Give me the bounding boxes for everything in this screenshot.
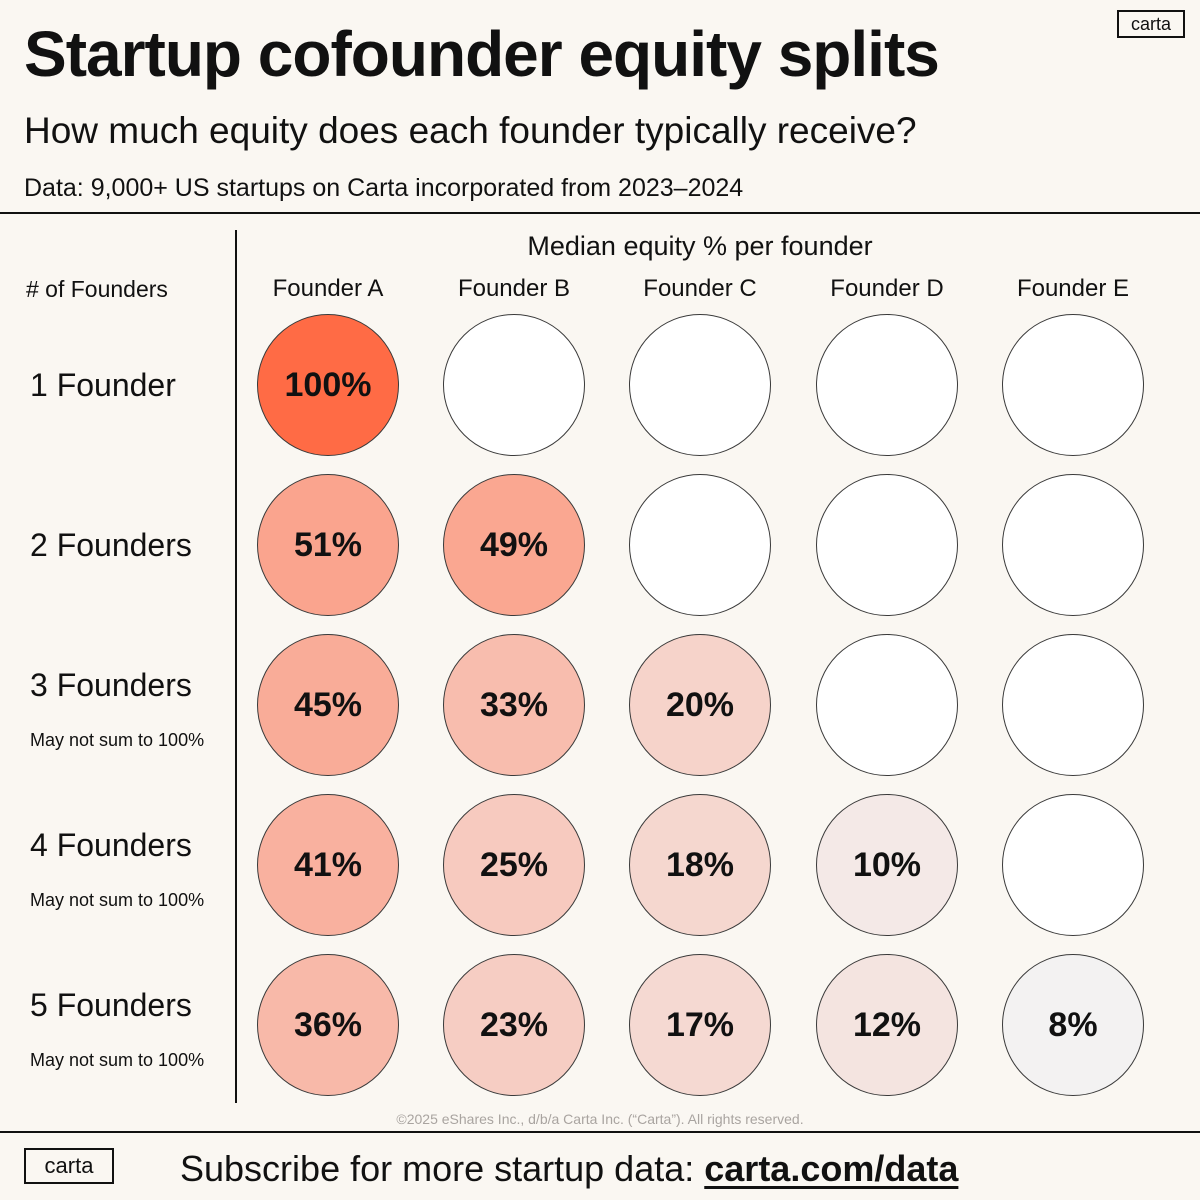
copyright-notice: ©2025 eShares Inc., d/b/a Carta Inc. (“C… (396, 1111, 804, 1127)
chart-title: Median equity % per founder (527, 231, 873, 261)
empty-bubble (1002, 314, 1144, 456)
equity-bubble: 36% (257, 954, 399, 1096)
row-label: 1 Founder (30, 367, 176, 403)
subscribe-cta: Subscribe for more startup data: carta.c… (180, 1146, 958, 1192)
equity-bubble: 41% (257, 794, 399, 936)
equity-bubble: 33% (443, 634, 585, 776)
column-label: Founder C (643, 275, 757, 302)
equity-bubble: 17% (629, 954, 771, 1096)
empty-bubble (1002, 474, 1144, 616)
row-note: May not sum to 100% (30, 890, 205, 910)
row-label: 5 Founders (30, 987, 192, 1023)
equity-bubble: 12% (816, 954, 958, 1096)
empty-bubble (816, 634, 958, 776)
subscribe-link[interactable]: carta.com/data (704, 1148, 959, 1189)
equity-bubble: 10% (816, 794, 958, 936)
row-label: 4 Founders (30, 827, 192, 863)
row-header: # of Founders (26, 276, 168, 302)
empty-bubble (816, 314, 958, 456)
equity-bubble: 18% (629, 794, 771, 936)
data-source-note: Data: 9,000+ US startups on Carta incorp… (24, 174, 744, 202)
equity-bubble: 51% (257, 474, 399, 616)
row-label-divider (235, 230, 237, 1103)
row-label: 2 Founders (30, 527, 192, 563)
column-label: Founder D (830, 275, 944, 302)
equity-bubble: 49% (443, 474, 585, 616)
subscribe-text: Subscribe for more startup data: (180, 1148, 695, 1189)
equity-bubble: 25% (443, 794, 585, 936)
equity-bubble: 20% (629, 634, 771, 776)
equity-bubble: 100% (257, 314, 399, 456)
row-note: May not sum to 100% (30, 730, 205, 750)
carta-logo: carta (1117, 10, 1185, 38)
column-label: Founder A (272, 275, 384, 302)
page-title: Startup cofounder equity splits (24, 18, 940, 90)
bottom-divider (0, 1131, 1200, 1133)
top-divider (0, 212, 1200, 214)
row-label: 3 Founders (30, 667, 192, 703)
column-label: Founder E (1016, 275, 1130, 302)
empty-bubble (629, 474, 771, 616)
empty-bubble (816, 474, 958, 616)
equity-bubble: 23% (443, 954, 585, 1096)
empty-bubble (629, 314, 771, 456)
equity-bubble: 8% (1002, 954, 1144, 1096)
carta-logo-footer: carta (24, 1148, 114, 1184)
page-subtitle: How much equity does each founder typica… (24, 110, 917, 151)
empty-bubble (1002, 634, 1144, 776)
column-label: Founder B (457, 275, 571, 302)
empty-bubble (1002, 794, 1144, 936)
empty-bubble (443, 314, 585, 456)
equity-bubble: 45% (257, 634, 399, 776)
row-note: May not sum to 100% (30, 1050, 205, 1070)
